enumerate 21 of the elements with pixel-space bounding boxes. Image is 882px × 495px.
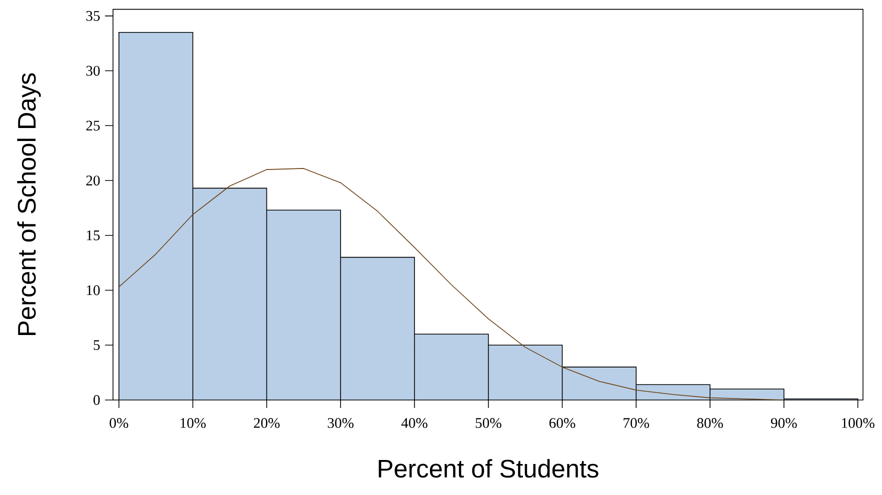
x-axis-title: Percent of Students xyxy=(378,459,598,478)
y-tick-label: 30 xyxy=(86,66,100,76)
y-axis-title: Percent of School Days xyxy=(17,73,41,335)
y-tick-label: 0 xyxy=(94,395,100,405)
y-tick-label: 25 xyxy=(86,120,100,131)
x-tick-label: 70% xyxy=(624,418,650,428)
x-tick-label: 80% xyxy=(697,418,723,428)
y-tick-label: 15 xyxy=(86,230,100,240)
y-tick-label: 5 xyxy=(94,340,100,350)
x-tick-label: 90% xyxy=(770,418,797,428)
x-tick-label: 30% xyxy=(328,418,354,428)
x-tick-label: 50% xyxy=(476,418,502,428)
x-tick-label: 10% xyxy=(180,418,206,428)
y-tick-label: 20 xyxy=(86,176,100,186)
y-tick-label: 35 xyxy=(86,10,100,21)
x-tick-label: 60% xyxy=(549,418,576,428)
x-tick-label: 40% xyxy=(401,418,428,428)
y-tick-label: 10 xyxy=(86,285,100,296)
x-tick-label: 20% xyxy=(254,418,280,428)
x-tick-label: 0% xyxy=(110,418,128,428)
x-tick-label: 100% xyxy=(842,418,874,428)
